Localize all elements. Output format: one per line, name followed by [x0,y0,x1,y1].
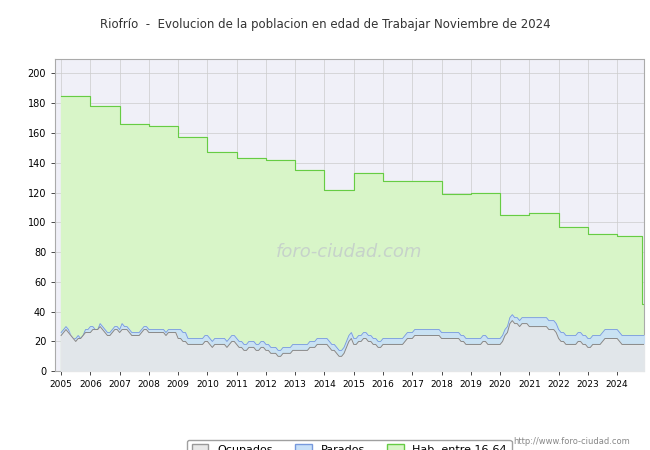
Text: http://www.foro-ciudad.com: http://www.foro-ciudad.com [514,436,630,446]
Legend: Ocupados, Parados, Hab. entre 16-64: Ocupados, Parados, Hab. entre 16-64 [187,440,512,450]
Text: Riofrío  -  Evolucion de la poblacion en edad de Trabajar Noviembre de 2024: Riofrío - Evolucion de la poblacion en e… [99,18,551,31]
Text: foro-ciudad.com: foro-ciudad.com [276,243,422,261]
